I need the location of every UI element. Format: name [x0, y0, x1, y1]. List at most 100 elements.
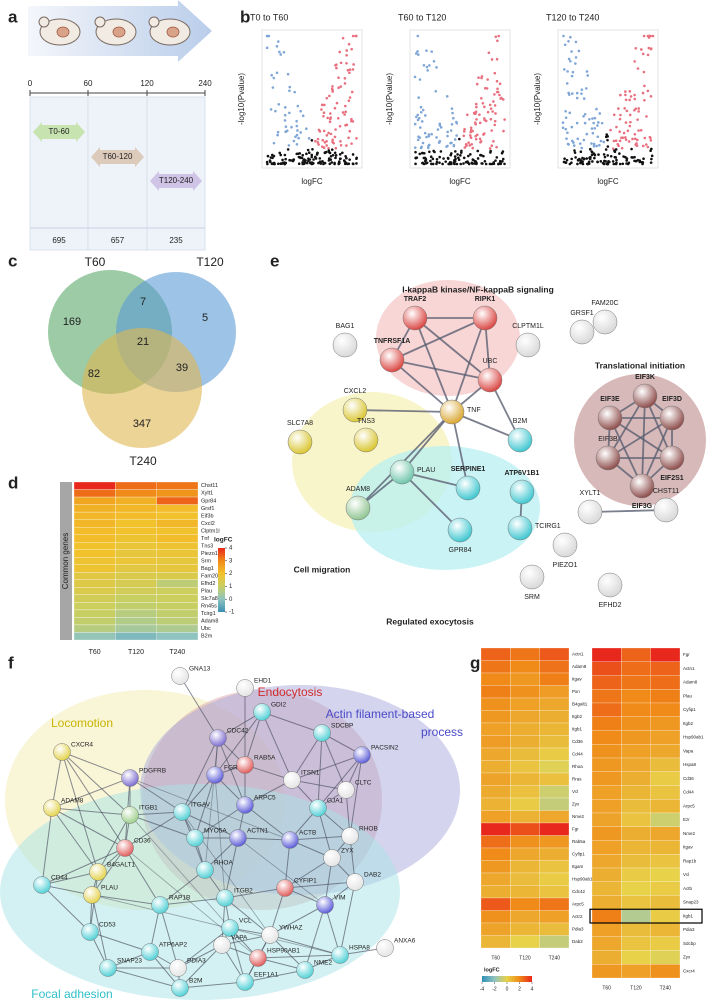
- heat-cell: [480, 797, 511, 811]
- network-node: [592, 309, 618, 335]
- volcano-dot: [614, 139, 618, 142]
- heat-cell: [621, 799, 651, 814]
- panel-label: d: [8, 473, 18, 492]
- volcano-dot: [447, 162, 450, 166]
- mouse-wound: [56, 26, 70, 38]
- heat-cell: [621, 964, 651, 979]
- volcano-dot: [311, 147, 314, 151]
- volcano-dot: [639, 128, 643, 132]
- node-label: EIF3B: [598, 436, 618, 443]
- heat-cell: [591, 702, 622, 717]
- volcano-dot: [269, 108, 273, 111]
- network-node: [229, 829, 247, 847]
- volcano-dot: [453, 155, 457, 158]
- heat-cell: [156, 594, 199, 603]
- heat-cell: [115, 579, 157, 588]
- volcano-dot: [317, 143, 320, 146]
- volcano-dot: [604, 135, 608, 139]
- volcano-dot: [501, 98, 505, 101]
- heat-cell: [591, 661, 622, 676]
- volcano-dot: [416, 34, 420, 38]
- volcano-dot: [639, 48, 643, 51]
- legend-tick-label: 3: [229, 558, 233, 564]
- volcano-dot: [582, 97, 586, 100]
- node-label: ITGAV: [191, 802, 211, 809]
- network-node: [171, 979, 189, 997]
- network-node: [253, 703, 271, 721]
- volcano-dot: [561, 126, 565, 130]
- heat-cell: [115, 511, 157, 520]
- network-node: [337, 781, 355, 799]
- volcano-dot: [476, 149, 480, 153]
- heat-cell: [539, 872, 570, 886]
- gene-label: Slc7a8: [201, 596, 218, 602]
- volcano-dot: [450, 107, 454, 110]
- volcano-dot: [290, 125, 293, 129]
- volcano-dot: [606, 162, 609, 166]
- volcano-dot: [492, 100, 495, 103]
- cluster-label: Focal adhesion: [31, 987, 112, 1001]
- volcano-dot: [576, 137, 580, 141]
- volcano-dot: [501, 150, 505, 153]
- network-edge: [261, 711, 323, 734]
- legend-title: logFC: [214, 537, 233, 544]
- network-node: [519, 564, 545, 590]
- node-label: ZYX: [341, 848, 354, 855]
- volcano-dot: [348, 96, 352, 99]
- network-edge: [224, 887, 286, 899]
- heat-cell: [621, 744, 651, 759]
- node-label: RHOB: [359, 826, 378, 833]
- network-node: [173, 803, 191, 821]
- volcano-dot: [501, 160, 504, 163]
- volcano-dot: [596, 124, 599, 127]
- network-edge: [269, 934, 341, 956]
- volcano-dot: [338, 50, 341, 54]
- network-edge: [609, 417, 643, 487]
- heat-cell: [510, 885, 540, 899]
- volcano-dot: [334, 154, 338, 157]
- node-label: SLC7A8: [287, 420, 313, 427]
- network-edge: [41, 871, 99, 886]
- network-edge: [391, 359, 491, 381]
- heat-cell: [73, 526, 116, 535]
- volcano-dot: [633, 97, 637, 101]
- volcano-dot: [455, 120, 458, 124]
- node-label: GPR84: [449, 547, 472, 554]
- node-label: B2M: [189, 978, 202, 985]
- volcano-dot: [333, 151, 337, 155]
- network-edge: [61, 751, 99, 873]
- volcano-dot: [625, 159, 628, 162]
- volcano-dot: [600, 121, 604, 125]
- legend-tick-label: 1: [229, 584, 233, 590]
- gene-label: Adam8: [201, 619, 218, 625]
- volcano-dot: [579, 161, 582, 165]
- heat-cell: [115, 632, 157, 641]
- time-tick-label: 240: [198, 79, 212, 88]
- volcano-dot: [413, 146, 417, 149]
- volcano-dot: [325, 96, 329, 100]
- volcano-dot: [637, 129, 640, 132]
- volcano-dot: [592, 152, 596, 155]
- y-axis-label: -log10(Pvalue): [237, 73, 246, 125]
- heat-cell: [650, 881, 681, 896]
- gene-label: Rap1b: [683, 858, 697, 863]
- volcano-dot: [615, 161, 618, 165]
- volcano-dot: [417, 135, 420, 138]
- volcano-dot: [343, 113, 346, 116]
- volcano-dot: [453, 159, 457, 163]
- volcano-dot: [620, 146, 624, 150]
- volcano-dot: [501, 157, 505, 161]
- interval-column: [146, 96, 206, 251]
- column-label: T60: [602, 985, 611, 991]
- heat-cell: [539, 897, 570, 911]
- node-label: CD44: [51, 875, 68, 882]
- volcano-dot: [596, 135, 600, 139]
- volcano-dot: [336, 116, 340, 120]
- volcano-dot: [286, 72, 290, 76]
- volcano-dot: [636, 118, 639, 121]
- heat-cell: [510, 872, 540, 886]
- volcano-dot: [299, 131, 302, 134]
- network-edge: [451, 411, 521, 441]
- legend-bar: [482, 976, 532, 982]
- volcano-dot: [444, 160, 447, 163]
